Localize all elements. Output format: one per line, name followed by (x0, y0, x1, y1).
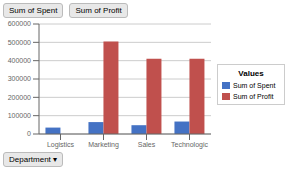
html-text:Sum of Spent: Sum of Spent (233, 81, 276, 89)
html-text:Sum of Profit: Sum of Profit (233, 92, 274, 100)
svg-text:300000: 300000 (8, 75, 31, 82)
html-text:Sum of Spent: Sum of Spent (9, 6, 58, 15)
svg-text:100000: 100000 (8, 112, 31, 119)
svg-text:Sales: Sales (138, 141, 156, 148)
svg-text:500000: 500000 (8, 39, 31, 46)
svg-text:0: 0 (27, 130, 31, 137)
svg-text:Logistics: Logistics (47, 141, 75, 149)
svg-text:200000: 200000 (8, 94, 31, 101)
html-text:Sum of Profit: Sum of Profit (75, 6, 122, 15)
html-text:Department ▾: Department ▾ (9, 155, 57, 164)
html-text:Values: Values (238, 68, 264, 78)
svg-text:600000: 600000 (8, 20, 31, 27)
svg-text:400000: 400000 (8, 57, 31, 64)
svg-text:Technologic: Technologic (171, 141, 208, 149)
svg-text:Marketing: Marketing (88, 141, 119, 149)
